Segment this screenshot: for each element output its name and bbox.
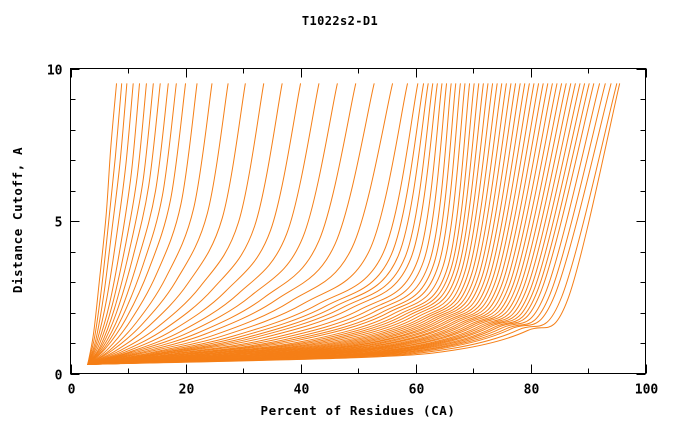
data-curve bbox=[87, 83, 448, 365]
data-curves-group bbox=[87, 83, 621, 365]
data-curve bbox=[87, 83, 147, 365]
data-curve bbox=[87, 83, 475, 365]
y-tick-label: 10 bbox=[47, 64, 63, 79]
data-curve bbox=[87, 83, 177, 365]
y-axis-ticks: 0 5 10 bbox=[47, 64, 646, 384]
data-curve bbox=[87, 83, 117, 365]
x-tick-label: 0 bbox=[68, 383, 76, 398]
data-curve bbox=[87, 83, 128, 365]
data-curve bbox=[87, 83, 375, 365]
data-curve bbox=[87, 83, 134, 365]
data-curve bbox=[87, 83, 425, 365]
y-tick-label: 0 bbox=[55, 369, 63, 384]
data-curve bbox=[87, 83, 489, 365]
data-curve bbox=[87, 83, 186, 365]
x-axis-ticks: 0 20 40 60 80 100 bbox=[68, 68, 659, 398]
data-curve bbox=[87, 83, 484, 365]
data-curve bbox=[87, 83, 452, 365]
x-tick-label: 20 bbox=[179, 383, 195, 398]
data-curve bbox=[87, 83, 161, 365]
data-curve bbox=[87, 83, 419, 365]
chart-title: T1022s2-D1 bbox=[301, 14, 379, 28]
data-curve bbox=[87, 83, 434, 365]
y-tick-label: 5 bbox=[55, 216, 63, 231]
data-curve bbox=[87, 83, 123, 365]
data-curve bbox=[87, 83, 283, 365]
data-curve bbox=[87, 83, 213, 365]
x-tick-label: 60 bbox=[409, 383, 425, 398]
y-axis-label: Distance Cutoff, A bbox=[10, 147, 25, 293]
data-curve bbox=[87, 83, 357, 365]
data-curve bbox=[87, 83, 408, 365]
data-curve bbox=[87, 83, 606, 365]
data-curve bbox=[87, 83, 140, 365]
data-curve bbox=[87, 83, 320, 365]
data-curve bbox=[87, 83, 338, 365]
data-curve bbox=[87, 83, 154, 365]
x-tick-label: 80 bbox=[524, 383, 540, 398]
data-curve bbox=[87, 83, 265, 365]
data-curve bbox=[87, 83, 198, 365]
data-curve bbox=[87, 83, 393, 365]
data-curve bbox=[87, 83, 443, 365]
data-curve bbox=[87, 83, 301, 365]
data-curve bbox=[87, 83, 229, 365]
data-curve bbox=[87, 83, 621, 365]
data-curve bbox=[87, 83, 461, 365]
data-curve bbox=[87, 83, 558, 365]
data-curve bbox=[87, 83, 169, 365]
plot-frame bbox=[69, 67, 647, 375]
data-curve bbox=[87, 83, 429, 365]
data-curve bbox=[87, 83, 246, 365]
x-tick-label: 100 bbox=[635, 383, 659, 398]
x-axis-label: Percent of Residues (CA) bbox=[260, 403, 455, 418]
x-tick-label: 40 bbox=[294, 383, 310, 398]
data-curve bbox=[87, 83, 438, 365]
